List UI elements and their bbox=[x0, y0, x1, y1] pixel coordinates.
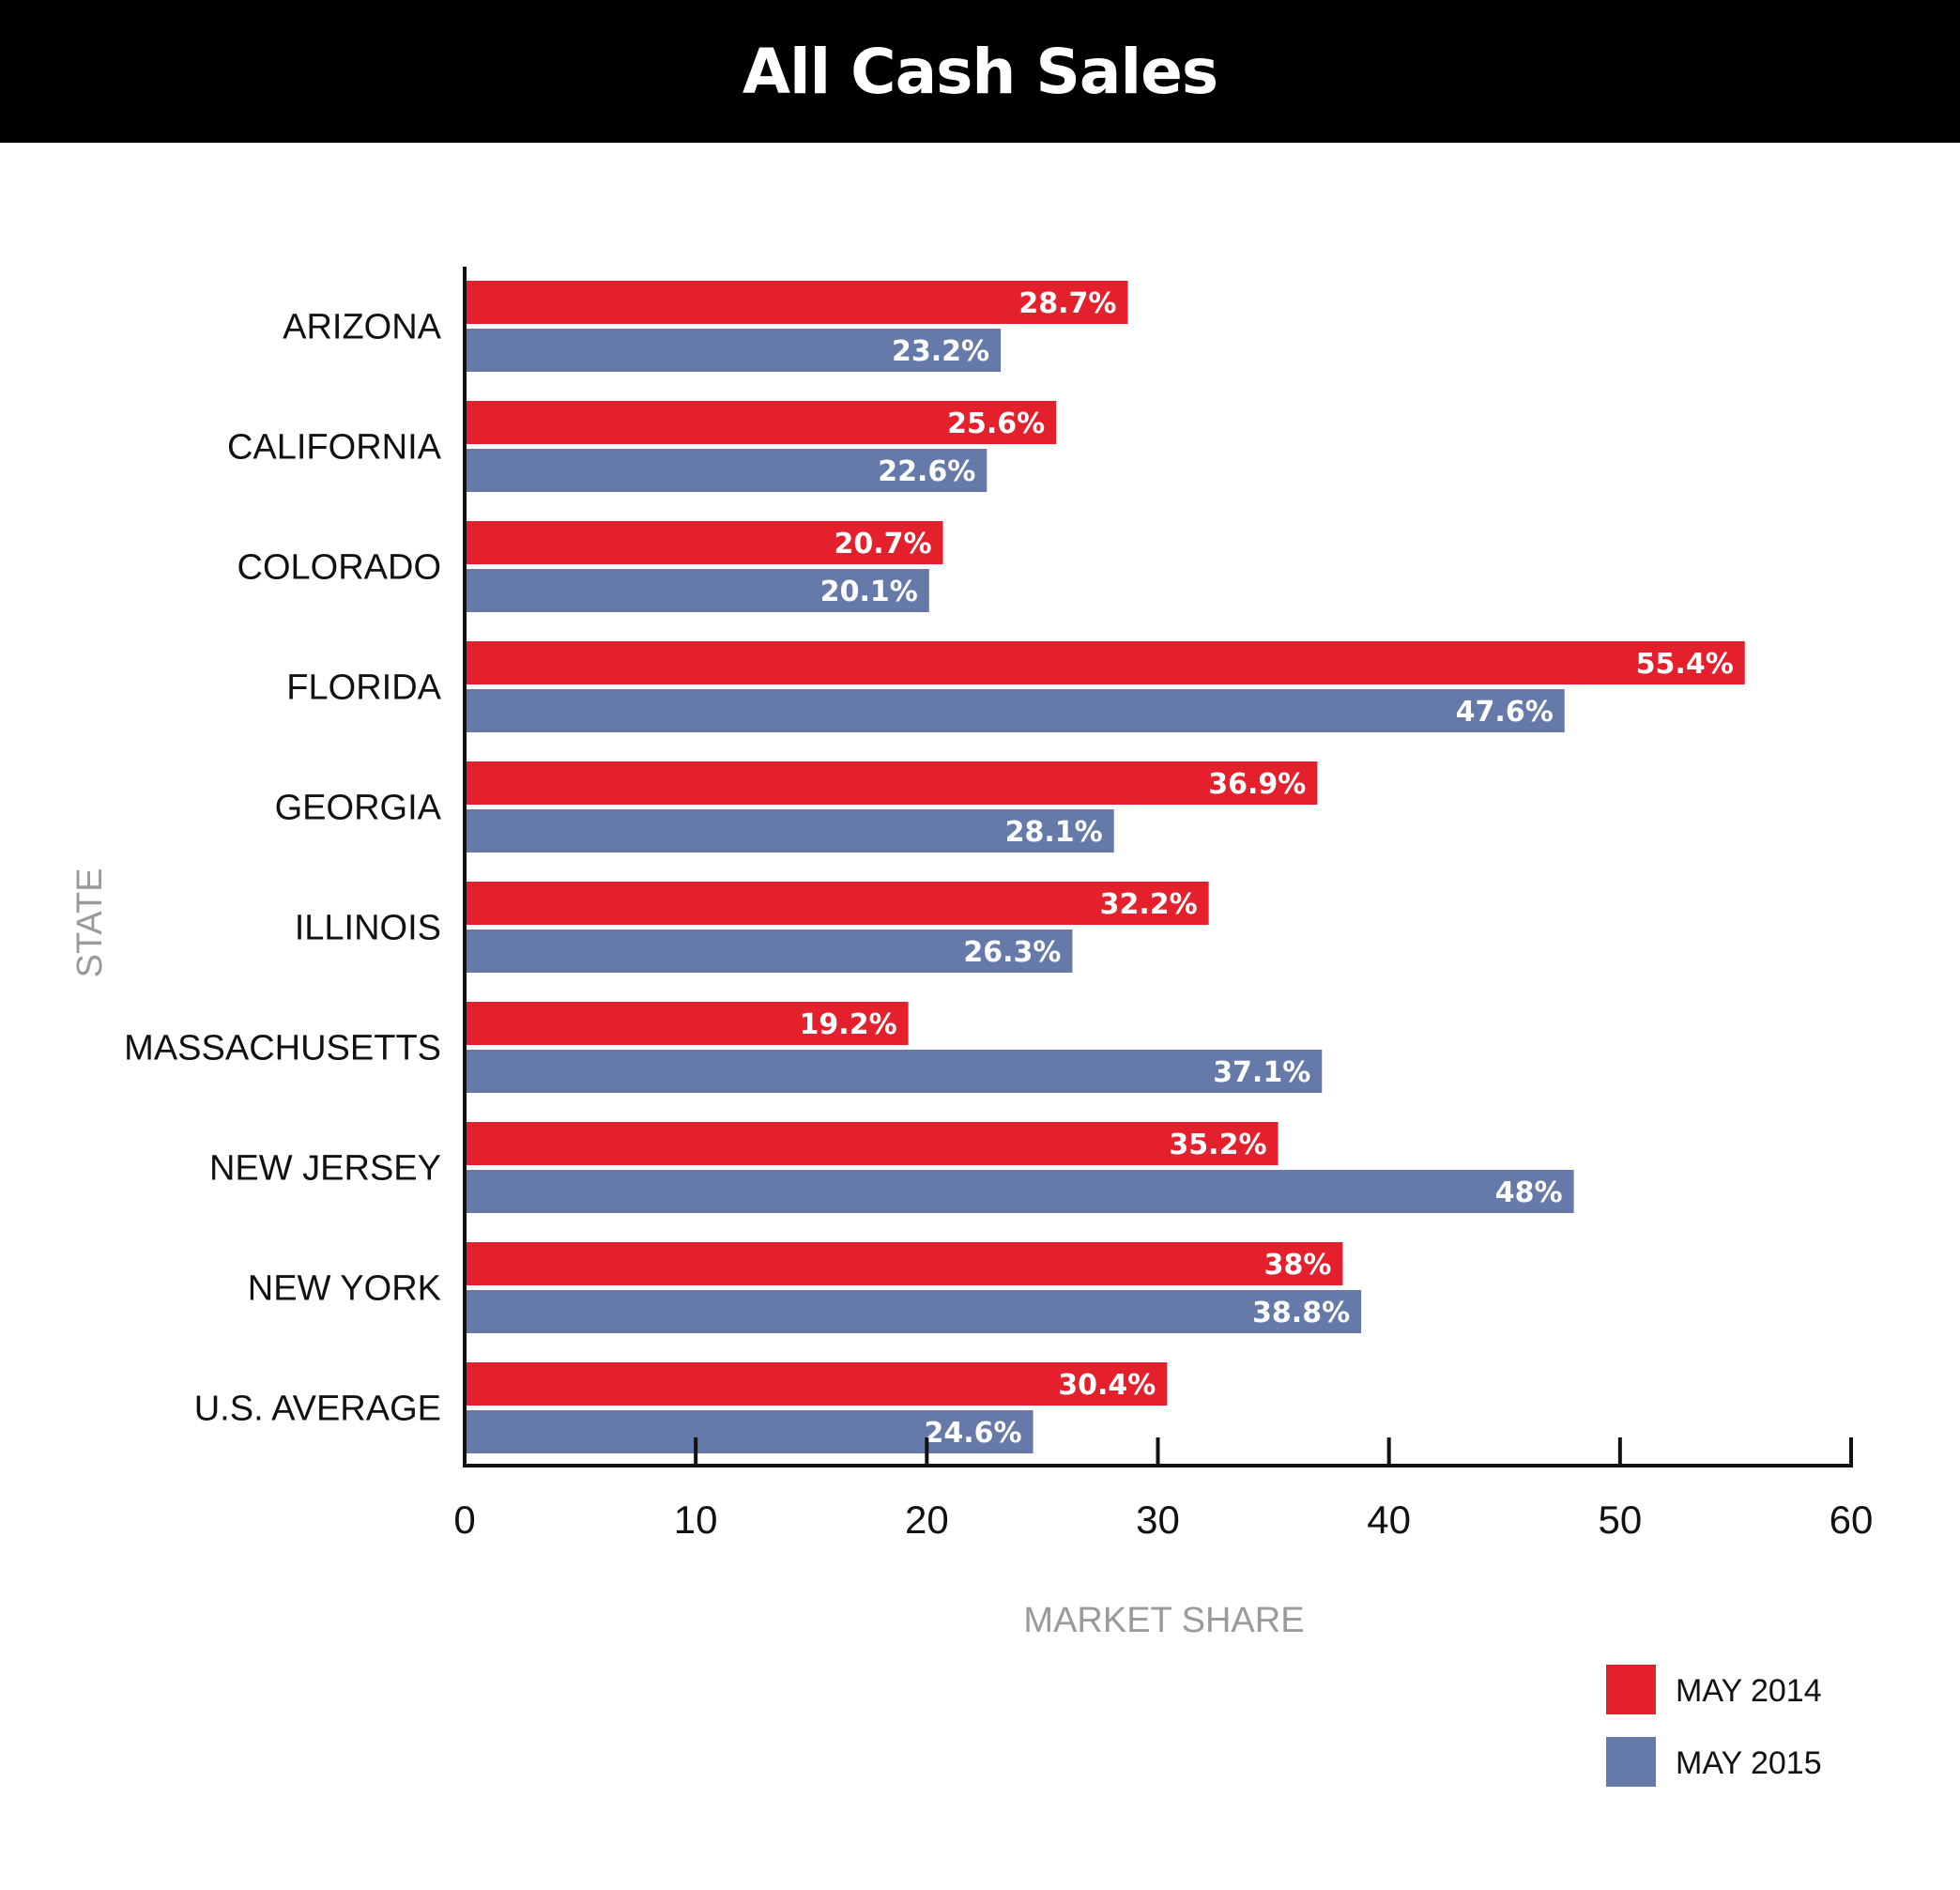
bar-value-label: 28.7% bbox=[1018, 287, 1116, 320]
bar-value-label: 20.7% bbox=[834, 528, 931, 561]
bar-u-s-average-2014 bbox=[465, 1362, 1168, 1406]
bar-colorado-2015 bbox=[465, 569, 929, 612]
legend-label: MAY 2014 bbox=[1676, 1673, 1822, 1709]
bar-value-label: 55.4% bbox=[1636, 648, 1734, 681]
y-tick-label: ILLINOIS bbox=[295, 909, 441, 948]
bar-value-label: 35.2% bbox=[1169, 1129, 1266, 1161]
x-tick-label: 20 bbox=[905, 1498, 949, 1542]
bar-value-label: 28.1% bbox=[1005, 816, 1103, 849]
axes-group: 0 10 20 30 40 50 60 bbox=[453, 267, 1873, 1542]
chart-title: All Cash Sales bbox=[742, 35, 1218, 108]
bar-new-jersey-2015 bbox=[465, 1170, 1574, 1213]
bar-value-label: 30.4% bbox=[1058, 1369, 1156, 1402]
bar-value-label: 47.6% bbox=[1456, 696, 1554, 729]
bar-new-york-2015 bbox=[465, 1290, 1362, 1333]
legend-swatch-2014 bbox=[1606, 1665, 1656, 1714]
bar-georgia-2015 bbox=[465, 809, 1114, 853]
y-tick-label: CALIFORNIA bbox=[227, 428, 442, 468]
bar-value-label: 23.2% bbox=[892, 335, 989, 368]
bar-florida-2015 bbox=[465, 689, 1565, 732]
bar-u-s-average-2015 bbox=[465, 1410, 1034, 1453]
legend-swatch-2015 bbox=[1606, 1737, 1656, 1787]
bar-florida-2014 bbox=[465, 641, 1745, 684]
x-tick-label: 10 bbox=[674, 1498, 718, 1542]
bar-value-label: 48% bbox=[1495, 1176, 1563, 1209]
bar-california-2014 bbox=[465, 401, 1057, 444]
bar-colorado-2014 bbox=[465, 521, 943, 564]
y-axis-title: STATE bbox=[70, 868, 110, 978]
x-tick-label: 40 bbox=[1367, 1498, 1411, 1542]
bar-value-label: 38% bbox=[1264, 1249, 1332, 1282]
bar-new-jersey-2014 bbox=[465, 1122, 1279, 1165]
bar-value-label: 32.2% bbox=[1100, 888, 1198, 921]
y-tick-label: ARIZONA bbox=[283, 308, 442, 347]
bar-massachusetts-2014 bbox=[465, 1002, 909, 1045]
y-tick-label: U.S. AVERAGE bbox=[194, 1390, 441, 1429]
bar-illinois-2015 bbox=[465, 930, 1073, 973]
bar-value-label: 22.6% bbox=[878, 455, 975, 488]
bar-value-label: 19.2% bbox=[800, 1008, 897, 1041]
y-tick-label: FLORIDA bbox=[286, 668, 441, 708]
y-tick-label: MASSACHUSETTS bbox=[124, 1029, 441, 1068]
y-tick-label: COLORADO bbox=[237, 548, 441, 588]
bar-value-label: 26.3% bbox=[963, 936, 1061, 969]
bar-value-label: 20.1% bbox=[820, 576, 918, 608]
bar-illinois-2014 bbox=[465, 882, 1209, 925]
bar-value-label: 25.6% bbox=[947, 407, 1045, 440]
x-tick-label: 0 bbox=[453, 1498, 475, 1542]
y-tick-label: NEW YORK bbox=[248, 1269, 441, 1309]
bar-value-label: 38.8% bbox=[1252, 1297, 1350, 1329]
bars-group: 28.7% 23.2% 25.6% 22.6% 20.7% 20.1% 55.4% 47.6%… bbox=[465, 281, 1745, 1453]
labels-group: ARIZONA CALIFORNIA COLORADO FLORIDA GEORGIA I… bbox=[124, 308, 441, 1429]
legend-label: MAY 2015 bbox=[1676, 1745, 1822, 1781]
bar-arizona-2015 bbox=[465, 329, 1002, 372]
bar-new-york-2014 bbox=[465, 1242, 1343, 1285]
x-tick-label: 50 bbox=[1598, 1498, 1642, 1542]
bar-california-2015 bbox=[465, 449, 988, 492]
x-tick-label: 30 bbox=[1136, 1498, 1180, 1542]
bar-value-label: 24.6% bbox=[924, 1417, 1021, 1450]
bar-value-label: 36.9% bbox=[1208, 768, 1306, 801]
bar-value-label: 37.1% bbox=[1213, 1056, 1310, 1089]
y-tick-label: GEORGIA bbox=[275, 789, 442, 828]
x-tick-label: 60 bbox=[1830, 1498, 1874, 1542]
legend: MAY 2014 MAY 2015 bbox=[1606, 1665, 1822, 1787]
y-tick-label: NEW JERSEY bbox=[209, 1149, 441, 1189]
bar-massachusetts-2015 bbox=[465, 1050, 1323, 1093]
title-bar: All Cash Sales bbox=[0, 0, 1960, 143]
bar-georgia-2014 bbox=[465, 761, 1318, 805]
x-axis-title: MARKET SHARE bbox=[1023, 1601, 1304, 1640]
bar-arizona-2014 bbox=[465, 281, 1128, 324]
